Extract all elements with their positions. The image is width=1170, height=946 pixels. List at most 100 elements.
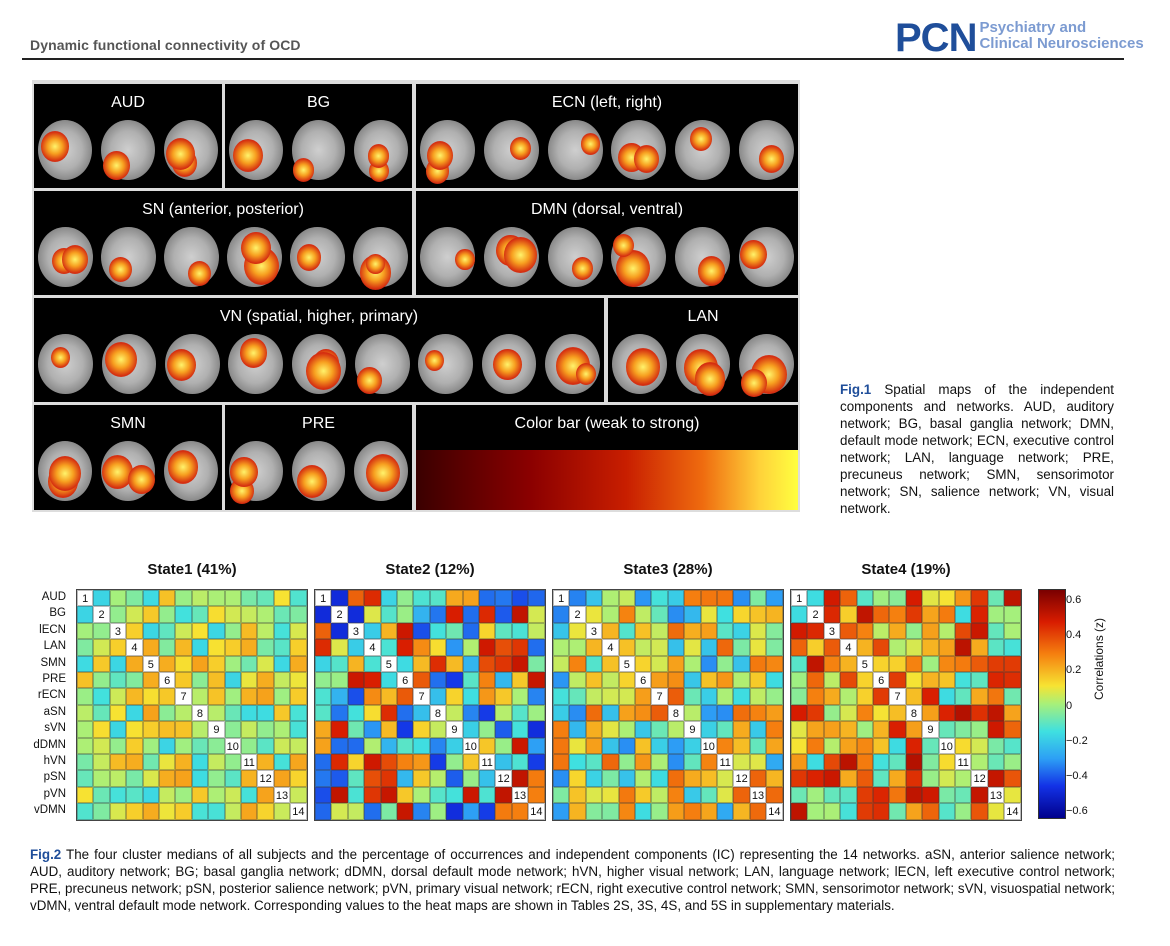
heatmap-cell [987, 688, 1005, 705]
heatmap-cell [446, 803, 463, 820]
heatmap-cell [667, 622, 685, 640]
diagonal-index: 10 [938, 737, 955, 754]
heatmap-cell [651, 655, 668, 672]
diagonal-index: 1 [553, 590, 570, 607]
heatmap-cell [618, 639, 635, 656]
heatmap-cell [807, 655, 824, 672]
heatmap-cell [987, 721, 1005, 738]
heatmap-cell [380, 672, 397, 689]
heatmap-cell [905, 639, 923, 656]
heatmap-cell [446, 672, 463, 689]
journal-logo: PCN Psychiatry and Clinical Neuroscience… [895, 18, 1144, 58]
heatmap-cell [511, 655, 529, 672]
heatmap-cell [553, 688, 570, 705]
heatmap-cell [462, 672, 479, 689]
heatmap-cell [413, 639, 430, 656]
heatmap-cell [840, 590, 857, 607]
heatmap-cell [700, 590, 717, 607]
heatmap-cell [257, 754, 274, 771]
heatmap-cell [159, 737, 176, 754]
diagonal-index: 8 [905, 704, 923, 722]
heatmap-cell [462, 622, 479, 640]
heatmap-cell [889, 655, 906, 672]
heatmap-cell [553, 737, 570, 754]
heatmap-cell [479, 786, 496, 804]
heatmap-cell [635, 704, 652, 722]
heatmap-cell [889, 606, 906, 623]
heatmap-cell [224, 688, 241, 705]
heatmap-cell [191, 590, 209, 607]
heatmap-cell [1004, 590, 1021, 607]
heatmap-cell [224, 655, 241, 672]
heatmap-cell [413, 754, 430, 771]
heatmap-cell [462, 655, 479, 672]
row-label: vDMN [34, 804, 66, 817]
heatmap-cell [446, 786, 463, 804]
diagonal-index: 11 [479, 754, 496, 771]
diagonal-index: 5 [856, 655, 873, 672]
heatmap-cell [331, 737, 348, 754]
heatmap-cell [290, 737, 307, 754]
heatmap-cell [380, 639, 397, 656]
heatmap-cell [569, 655, 586, 672]
activation-blob [427, 141, 454, 170]
diagonal-index: 6 [635, 672, 652, 689]
heatmap-cell [315, 770, 332, 787]
heatmap-cell [905, 721, 923, 738]
heatmap-cell [766, 786, 783, 804]
heatmap-cell [257, 622, 274, 640]
heatmap-cell [331, 639, 348, 656]
activation-blob [357, 367, 382, 395]
panel-title: PRE [302, 415, 335, 432]
activation-blob [241, 231, 271, 265]
heatmap-cell [446, 704, 463, 722]
heatmap-cell [955, 606, 972, 623]
heatmap-cell [684, 786, 701, 804]
panel-title: SN (anterior, posterior) [142, 201, 304, 218]
heatmap-cell [462, 606, 479, 623]
heatmap-cell [93, 622, 110, 640]
panel-title: SMN [110, 415, 146, 432]
activation-blob [510, 137, 532, 160]
activation-blob [626, 348, 661, 386]
heatmap-cell [889, 803, 906, 820]
heatmap-cell [397, 639, 414, 656]
heatmap-cell [766, 770, 783, 787]
heatmap-cell [717, 639, 734, 656]
heatmap-cell [823, 737, 841, 754]
heatmap-cell [413, 590, 430, 607]
heatmap-cell [700, 803, 717, 820]
heatmap-cell [955, 704, 972, 722]
heatmap-cell [602, 803, 619, 820]
heatmap-cell [413, 770, 430, 787]
heatmap-cell [700, 622, 717, 640]
heatmap-cell [429, 655, 447, 672]
state-title: State2 (12%) [385, 561, 475, 578]
heatmap-cell [971, 721, 988, 738]
heatmap-cell [347, 672, 365, 689]
heatmap-cell [938, 786, 955, 804]
heatmap-cell [77, 688, 94, 705]
panel-lan: LAN [608, 298, 798, 402]
heatmap-cell [733, 655, 750, 672]
heatmap-cell [495, 737, 512, 754]
heatmap-cell [159, 786, 176, 804]
heatmap-cell [142, 770, 159, 787]
diagonal-index: 8 [191, 704, 209, 722]
heatmap-cell [987, 672, 1005, 689]
heatmap-cell [495, 639, 512, 656]
activation-blob [239, 338, 267, 368]
heatmap-cell [462, 590, 479, 607]
heatmap-cell [413, 786, 430, 804]
heatmap-cell [602, 606, 619, 623]
diagonal-index: 6 [873, 672, 890, 689]
heatmap-cell [479, 655, 496, 672]
heatmap-cell [273, 770, 291, 787]
heatmap-cell [733, 786, 750, 804]
heatmap-cell [413, 672, 430, 689]
diagonal-index: 3 [823, 622, 841, 640]
heatmap-cell [273, 737, 291, 754]
heatmap-cell [511, 803, 529, 820]
diagonal-index: 12 [971, 770, 988, 787]
heatmap-cell [873, 606, 890, 623]
